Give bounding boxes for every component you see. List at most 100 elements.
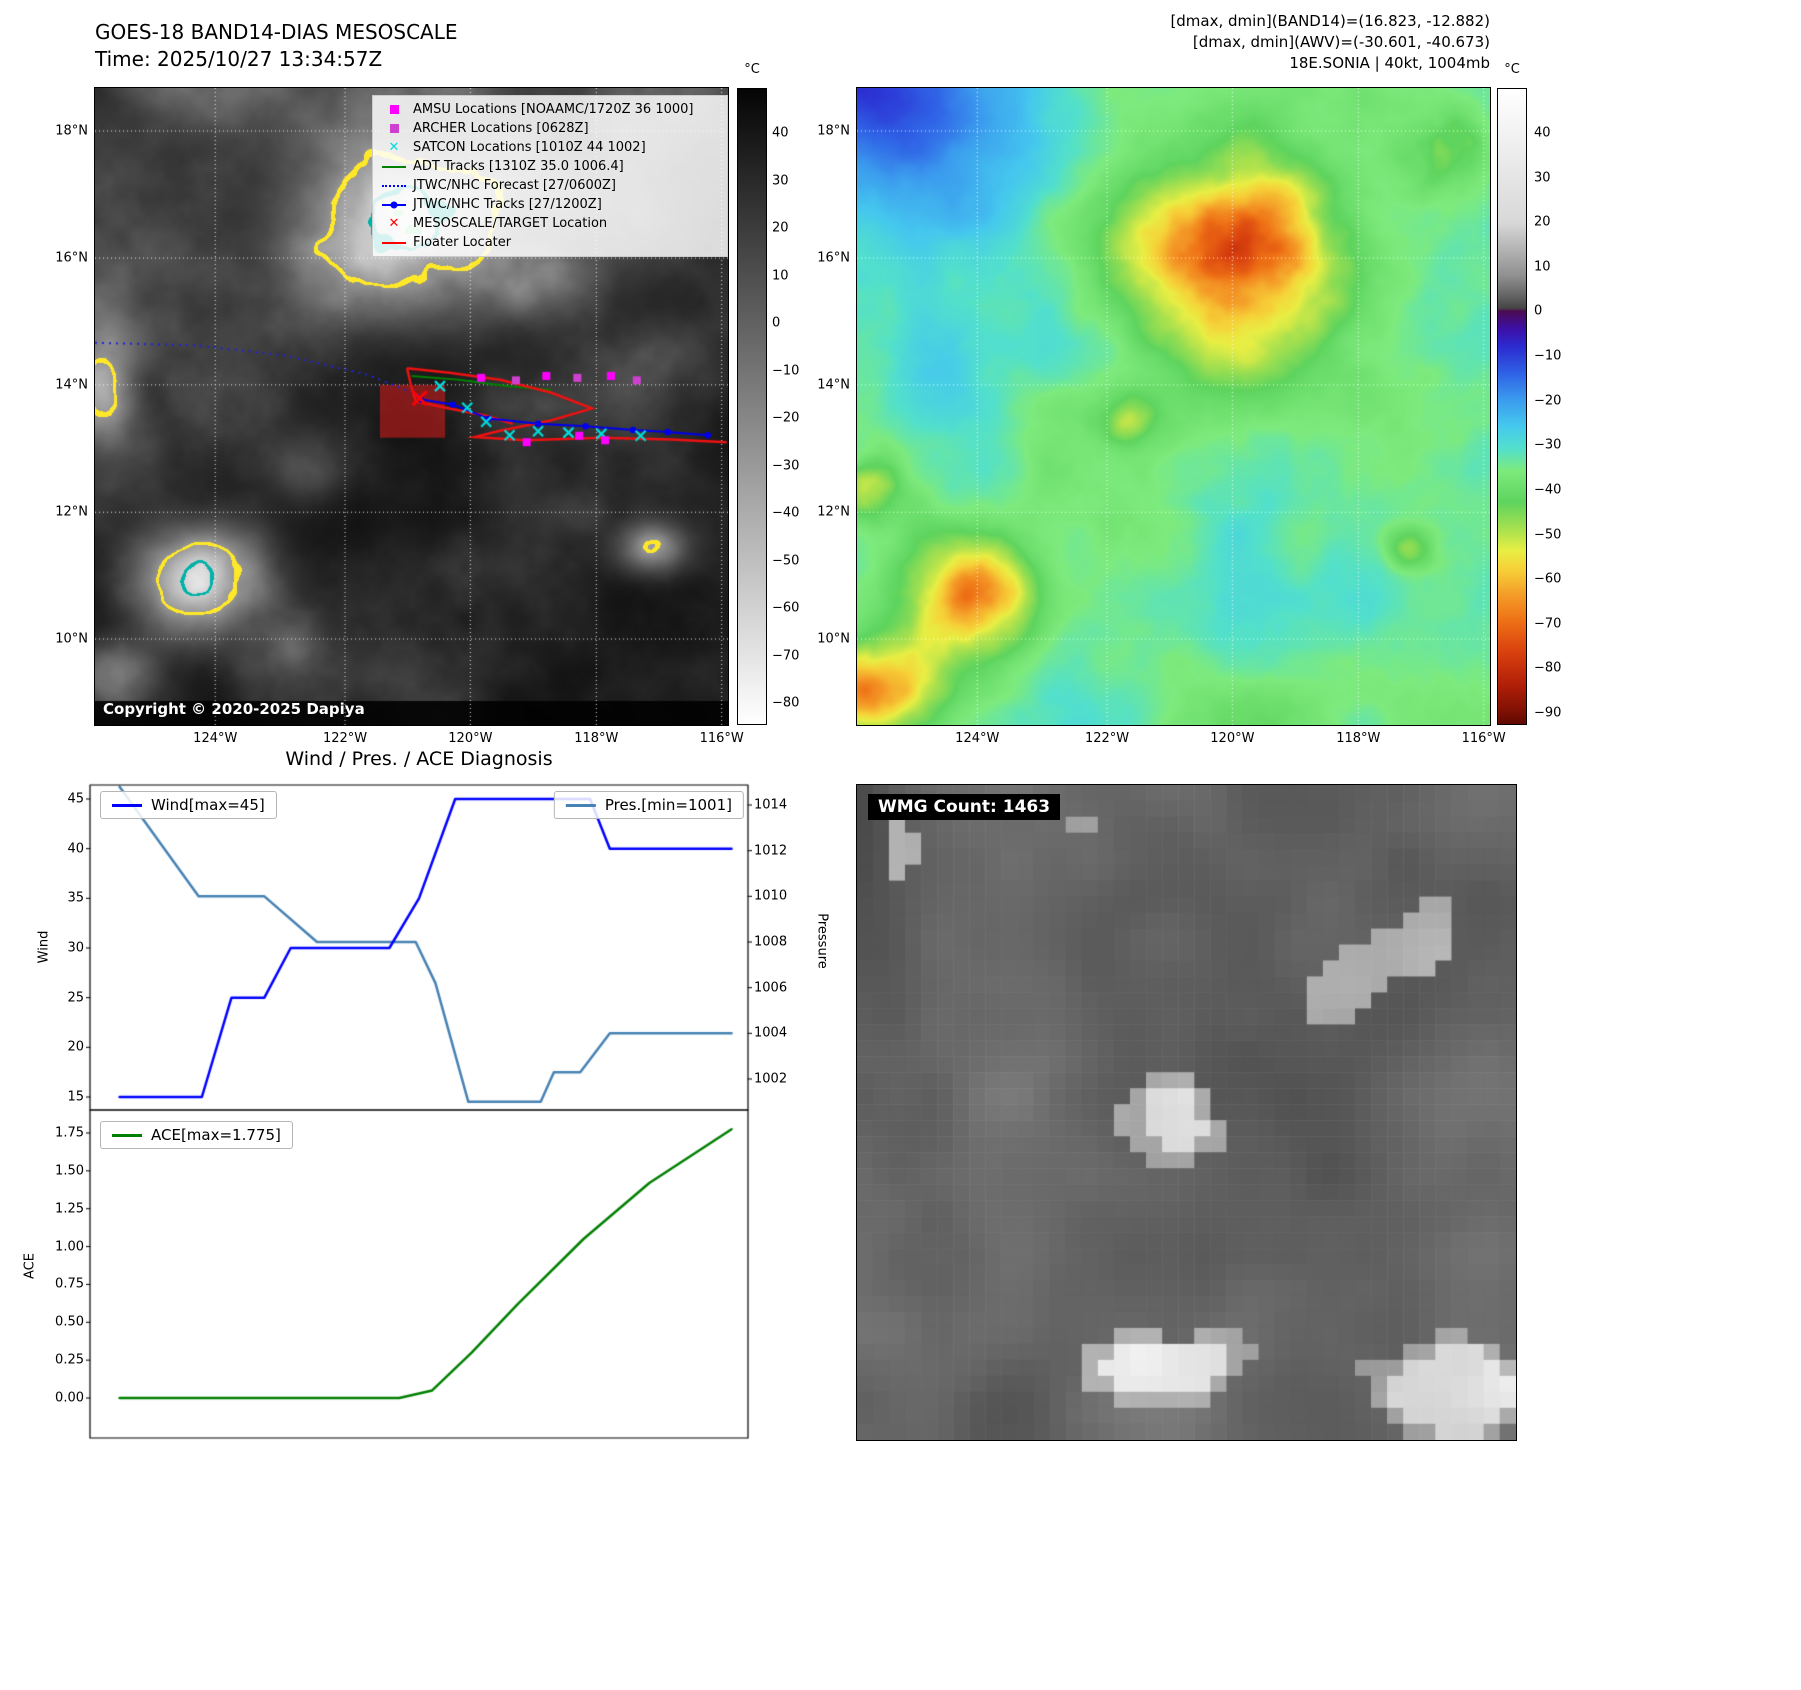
ir-lat-tick-label: 16°N — [55, 250, 88, 266]
legend-item: ✕ MESOSCALE/TARGET Location — [379, 214, 721, 233]
awv-lon-tick-label: 124°W — [955, 731, 1000, 746]
line-marker-icon — [379, 241, 409, 244]
awv-colorbar-tick-label: −70 — [1534, 616, 1562, 632]
pressure-ytick-label: 1008 — [754, 934, 788, 950]
awv-lon-tick-label: 122°W — [1084, 731, 1130, 746]
awv-colorbar-tick-label: −50 — [1534, 527, 1562, 543]
ir-lat-tick-label: 12°N — [55, 504, 88, 520]
ir-title: GOES-18 BAND14-DIAS MESOSCALE — [95, 20, 458, 44]
ir-colorbar-tick-label: −30 — [772, 458, 800, 473]
wind-ytick-label: 15 — [67, 1089, 84, 1105]
ir-colorbar-tick-label: −70 — [772, 648, 800, 663]
ir-colorbar-tick-label: −40 — [772, 505, 800, 521]
pressure-ytick-label: 1010 — [754, 888, 788, 904]
wind-ytick-label: 40 — [67, 841, 84, 857]
ir-colorbar-tick-label: 40 — [772, 125, 789, 141]
ir-lat-tick-label: 10°N — [55, 631, 88, 647]
legend-item: JTWC/NHC Tracks [27/1200Z] — [379, 195, 721, 214]
legend-item-label: JTWC/NHC Tracks [27/1200Z] — [413, 197, 602, 212]
awv-satellite-image — [856, 87, 1491, 726]
ace-legend-label: ACE[max=1.775] — [151, 1126, 281, 1144]
wind-axis-label: Wind — [36, 930, 52, 964]
wind-ytick-label: 25 — [67, 990, 84, 1006]
pressure-legend-label: Pres.[min=1001] — [604, 796, 732, 814]
wind-legend: Wind[max=45] — [100, 791, 277, 819]
ir-colorbar-tick-label: 0 — [772, 315, 781, 331]
awv-colorbar-tick-label: −80 — [1534, 660, 1562, 676]
wind-ytick-label: 20 — [67, 1039, 84, 1055]
ir-colorbar-tick-label: −10 — [772, 363, 800, 378]
awv-header-line-2: [dmax, dmin](AWV)=(-30.601, -40.673) — [1192, 33, 1490, 51]
ir-colorbar-tick-label: −60 — [772, 600, 800, 616]
pressure-ytick-label: 1002 — [754, 1071, 788, 1087]
awv-lat-tick-label: 16°N — [817, 250, 850, 266]
legend-item-label: ARCHER Locations [0628Z] — [413, 121, 589, 136]
ir-colorbar-tick-label: −20 — [772, 410, 800, 426]
awv-colorbar-tick-label: −10 — [1534, 348, 1562, 364]
wmg-pixel-image — [856, 784, 1517, 1441]
ir-lon-tick-label: 118°W — [574, 731, 619, 746]
ir-colorbar-tick-label: 20 — [772, 220, 789, 236]
legend-item: ARCHER Locations [0628Z] — [379, 119, 721, 138]
pressure-ytick-label: 1014 — [754, 797, 788, 813]
wind-ytick-label: 30 — [67, 940, 84, 956]
awv-storm-id: 18E.SONIA | 40kt, 1004mb — [1289, 54, 1490, 72]
wind-line-sample — [112, 803, 142, 807]
pressure-ytick-label: 1004 — [754, 1025, 788, 1041]
awv-lat-tick-label: 12°N — [817, 504, 850, 520]
ir-colorbar-tick-label: −80 — [772, 695, 800, 711]
awv-header-line-1: [dmax, dmin](BAND14)=(16.823, -12.882) — [1170, 12, 1490, 30]
copyright-text: Copyright © 2020-2025 Dapiya — [103, 700, 365, 718]
ir-colorbar-tick-label: −50 — [772, 553, 800, 568]
legend-item-label: JTWC/NHC Forecast [27/0600Z] — [413, 178, 616, 193]
legend-item: ✕ SATCON Locations [1010Z 44 1002] — [379, 138, 721, 157]
legend-item: ADT Tracks [1310Z 35.0 1006.4] — [379, 157, 721, 176]
ace-ytick-label: 0.50 — [55, 1314, 84, 1330]
awv-lon-tick-label: 120°W — [1210, 731, 1255, 746]
awv-colorbar-tick-label: 10 — [1534, 259, 1551, 275]
ir-lat-tick-label: 18°N — [55, 123, 88, 139]
ir-colorbar-tick-label: 10 — [772, 268, 789, 283]
wind-ytick-label: 45 — [67, 791, 84, 807]
ace-legend: ACE[max=1.775] — [100, 1121, 293, 1149]
wind-ytick-label: 35 — [67, 890, 84, 906]
awv-colorbar — [1497, 88, 1527, 725]
line-marker-icon — [379, 165, 409, 168]
pressure-legend: Pres.[min=1001] — [553, 791, 744, 819]
ir-lon-tick-label: 116°W — [699, 731, 744, 746]
awv-colorbar-tick-label: −60 — [1534, 571, 1562, 587]
awv-colorbar-tick-label: 0 — [1534, 303, 1543, 319]
ace-line-sample — [112, 1133, 142, 1137]
awv-colorbar-tick-label: −90 — [1534, 705, 1562, 721]
ace-ytick-label: 1.25 — [55, 1201, 84, 1217]
ace-ytick-label: 0.00 — [55, 1390, 84, 1406]
ir-lat-tick-label: 14°N — [55, 377, 88, 393]
x-marker-icon: ✕ — [388, 140, 400, 155]
ace-ytick-label: 1.50 — [55, 1163, 84, 1179]
ace-ytick-label: 0.75 — [55, 1276, 84, 1292]
awv-lon-tick-label: 118°W — [1336, 731, 1381, 746]
pressure-ytick-label: 1006 — [754, 980, 788, 996]
legend-item-label: ADT Tracks [1310Z 35.0 1006.4] — [413, 159, 624, 174]
pressure-axis-label: Pressure — [814, 913, 830, 969]
wind-legend-label: Wind[max=45] — [151, 796, 265, 814]
square-marker-icon — [379, 124, 409, 133]
awv-colorbar-tick-label: −40 — [1534, 482, 1562, 498]
legend-item-label: AMSU Locations [NOAAMC/1720Z 36 1000] — [413, 102, 694, 117]
ir-lon-tick-label: 120°W — [448, 731, 493, 746]
awv-colorbar-tick-label: 30 — [1534, 170, 1551, 186]
awv-lat-tick-label: 14°N — [817, 377, 850, 393]
awv-lat-tick-label: 10°N — [817, 631, 850, 647]
ace-ytick-label: 0.25 — [55, 1352, 84, 1368]
ir-colorbar-unit: °C — [744, 62, 760, 77]
square-marker-icon — [379, 105, 409, 114]
line-dot-marker-icon — [379, 201, 409, 208]
awv-colorbar-tick-label: −30 — [1534, 437, 1562, 453]
legend-item-label: MESOSCALE/TARGET Location — [413, 216, 608, 231]
ir-map-legend: AMSU Locations [NOAAMC/1720Z 36 1000] ARC… — [372, 95, 728, 257]
diagnosis-chart — [86, 781, 752, 1442]
awv-colorbar-tick-label: 40 — [1534, 125, 1551, 141]
awv-lon-tick-label: 116°W — [1461, 731, 1506, 746]
ir-colorbar-tick-label: 30 — [772, 173, 789, 188]
